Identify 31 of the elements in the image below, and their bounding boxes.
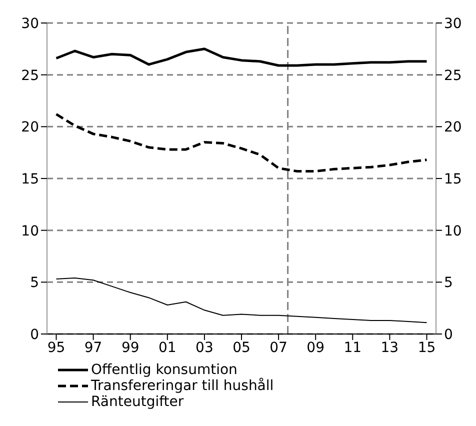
y2-tick-label: 20 bbox=[444, 120, 462, 136]
x-tick-label: 15 bbox=[418, 340, 436, 356]
y2-tick-label: 25 bbox=[444, 68, 462, 84]
x-tick-label: 09 bbox=[306, 340, 325, 356]
x-tick-label: 97 bbox=[84, 340, 102, 356]
line-series bbox=[55, 112, 428, 172]
y-tick-label: 25 bbox=[21, 68, 39, 84]
x-tick-label: 99 bbox=[121, 340, 140, 356]
y-tick-label: 30 bbox=[21, 16, 39, 32]
x-tick-label: 13 bbox=[380, 340, 399, 356]
line-series bbox=[56, 278, 428, 324]
y-tick-label: 15 bbox=[21, 171, 39, 188]
y-tick-label: 5 bbox=[30, 275, 39, 292]
legend-label: Transfereringar till hushåll bbox=[91, 378, 274, 394]
x-tick-label: 07 bbox=[270, 340, 288, 356]
x-tick-label: 95 bbox=[47, 340, 66, 356]
y2-tick-label: 15 bbox=[444, 171, 462, 188]
x-tick-label: 03 bbox=[196, 340, 214, 356]
y-tick-label: 10 bbox=[21, 223, 39, 240]
y2-tick-label: 0 bbox=[444, 326, 453, 343]
y2-tick-label: 30 bbox=[444, 16, 462, 32]
legend-label: Ränteutgifter bbox=[91, 394, 184, 410]
y-tick-label: 0 bbox=[30, 326, 39, 343]
y-tick-label: 20 bbox=[21, 120, 39, 136]
line-series bbox=[55, 48, 428, 67]
x-tick-label: 11 bbox=[344, 340, 362, 356]
x-tick-label: 01 bbox=[158, 340, 176, 356]
legend-label: Offentlig konsumtion bbox=[91, 362, 238, 378]
y2-tick-label: 10 bbox=[444, 223, 462, 240]
y2-tick-label: 5 bbox=[444, 275, 453, 292]
x-tick-label: 05 bbox=[232, 340, 250, 356]
